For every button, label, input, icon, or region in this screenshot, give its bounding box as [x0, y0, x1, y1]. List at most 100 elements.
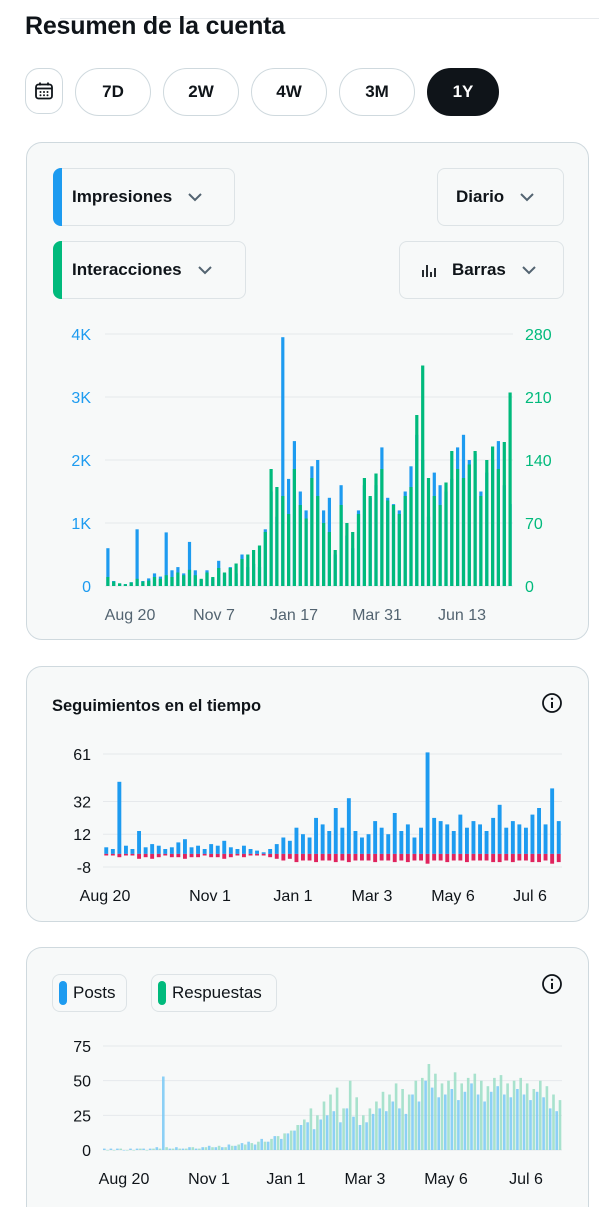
replies-bar — [329, 1094, 332, 1150]
legend-replies[interactable]: Respuestas — [151, 974, 277, 1012]
interactions-bar — [257, 545, 262, 586]
interactions-bar — [432, 496, 436, 586]
posts-bar — [378, 1108, 381, 1150]
y-left-tick-label: 2K — [71, 453, 91, 470]
replies-bar — [204, 1147, 208, 1150]
interactions-bar — [228, 568, 232, 586]
interactions-bar — [182, 575, 186, 586]
posts-bar — [175, 1147, 178, 1150]
followers-lost-bar — [202, 853, 207, 856]
replies-bar — [342, 1108, 345, 1150]
range-4w-button[interactable]: 4W — [251, 68, 327, 116]
range-3m-button[interactable]: 3M — [339, 68, 415, 116]
interactions-bar — [135, 578, 139, 586]
legend-posts[interactable]: Posts — [52, 974, 127, 1012]
replies-bar — [401, 1089, 404, 1150]
posts-bar — [516, 1089, 519, 1150]
interactions-bar — [356, 514, 361, 586]
followers-lost-bar — [163, 853, 168, 856]
posts-bar — [555, 1111, 558, 1150]
interactions-bar — [176, 572, 180, 586]
followers-chart: -8 12 32 61 Aug 20 Nov 1 Jan 1 Mar 3 May 6 Jul 6 — [73, 747, 562, 905]
posts-bar — [503, 1094, 506, 1150]
followers-gained-bar — [281, 837, 286, 854]
chart-style-dropdown[interactable]: Barras — [399, 241, 564, 299]
followers-gained-bar — [189, 847, 194, 854]
range-7d-button[interactable]: 7D — [75, 68, 151, 116]
info-icon[interactable] — [541, 692, 563, 714]
followers-gained-bar — [438, 821, 443, 854]
replies-bar — [512, 1080, 516, 1150]
legend-replies-label: Respuestas — [172, 983, 262, 1002]
interactions-bar — [269, 469, 273, 586]
granularity-dropdown[interactable]: Diario — [437, 168, 564, 226]
followers-lost-bar — [353, 853, 358, 861]
followers-lost-bar — [294, 853, 299, 863]
followers-lost-bar — [543, 853, 548, 861]
posts-bar — [299, 1125, 303, 1150]
posts-bar — [260, 1138, 263, 1150]
posts-bar — [135, 1148, 139, 1150]
replies-bar — [217, 1145, 221, 1150]
followers-gained-bar — [346, 798, 351, 854]
interactions-bar — [391, 505, 396, 586]
replies-bar — [394, 1083, 398, 1150]
metric-secondary-dropdown[interactable]: Interacciones — [53, 241, 246, 299]
followers-lost-bar — [124, 853, 128, 856]
y-right-tick-label: 210 — [525, 390, 552, 407]
y-tick-label: 25 — [73, 1108, 91, 1125]
posts-bar — [352, 1116, 355, 1150]
posts-bar — [385, 1111, 388, 1150]
followers-gained-bar — [360, 837, 364, 854]
followers-lost-bar — [346, 853, 351, 863]
followers-gained-bar — [196, 845, 200, 854]
posts-bar — [522, 1094, 526, 1150]
followers-gained-bar — [183, 839, 187, 854]
posts-bar — [463, 1091, 467, 1150]
info-icon[interactable] — [541, 973, 563, 995]
interactions-bar — [444, 482, 448, 586]
followers-gained-bar — [314, 817, 318, 854]
interactions-bar — [322, 523, 326, 586]
followers-lost-bar — [274, 853, 279, 859]
replies-bar — [119, 1148, 122, 1150]
followers-lost-bar — [156, 853, 161, 858]
followers-lost-bar — [537, 853, 541, 863]
range-1y-button[interactable]: 1Y — [427, 68, 499, 116]
posts-bar — [404, 1113, 408, 1150]
x-tick-label: Jan 1 — [273, 888, 312, 905]
chevron-down-icon — [522, 266, 536, 275]
range-2w-button[interactable]: 2W — [163, 68, 239, 116]
replies-bar — [348, 1080, 352, 1150]
metric-primary-dropdown[interactable]: Impresiones — [53, 168, 235, 226]
followers-gained-bar — [110, 849, 115, 854]
interactions-bar — [147, 580, 151, 586]
posts-bar — [122, 1150, 126, 1151]
followers-lost-bar — [484, 853, 489, 861]
interactions-bar — [205, 572, 209, 586]
posts-bar — [457, 1100, 460, 1150]
interactions-bar — [403, 496, 407, 586]
posts-bar — [325, 1115, 329, 1150]
replies-bar — [139, 1148, 142, 1150]
followers-gained-bar — [491, 817, 496, 854]
followers-gained-bar — [504, 827, 509, 854]
followers-lost-bar — [386, 853, 391, 861]
interactions-bar — [467, 464, 471, 586]
page-title: Resumen de la cuenta — [25, 12, 285, 40]
metric-secondary-color — [53, 241, 62, 299]
posts-bar — [489, 1091, 493, 1150]
posts-bar — [483, 1101, 486, 1150]
y-tick-label: 75 — [73, 1039, 91, 1056]
followers-gained-bar — [366, 834, 371, 854]
posts-bar — [142, 1148, 145, 1150]
impressions-bar — [135, 529, 139, 586]
x-tick-label: Jan 17 — [270, 607, 318, 624]
calendar-button[interactable] — [25, 68, 63, 114]
followers-gained-bar — [307, 837, 312, 854]
followers-gained-bar — [320, 824, 325, 854]
interactions-bar — [234, 563, 238, 586]
followers-gained-bar — [392, 813, 397, 854]
followers-gained-bar — [484, 831, 489, 854]
followers-lost-bar — [510, 853, 515, 863]
